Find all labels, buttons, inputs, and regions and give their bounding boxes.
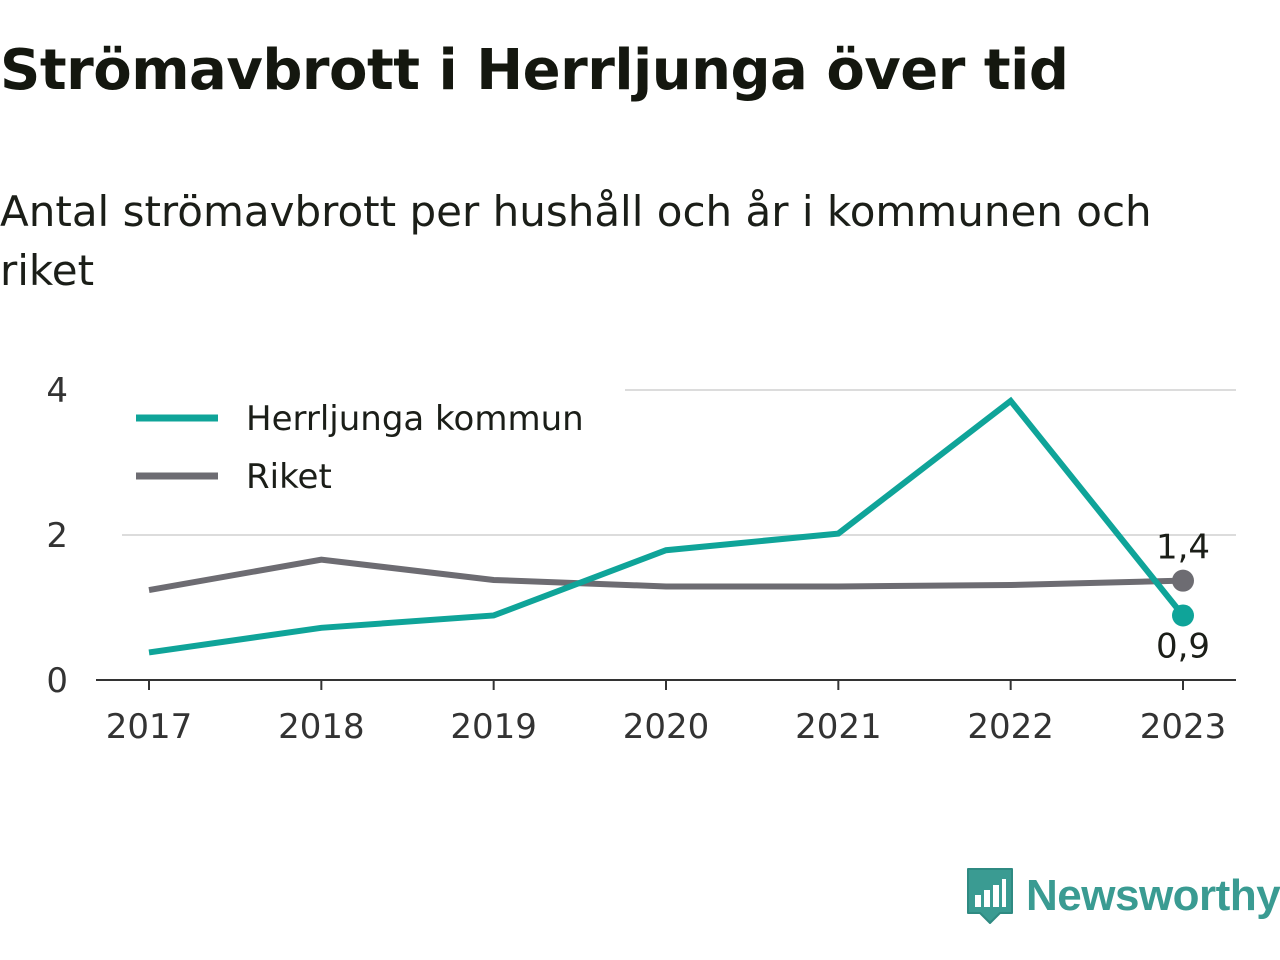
legend-label: Riket <box>246 457 332 497</box>
chart-title: Strömavbrott i Herrljunga över tid <box>0 38 1069 103</box>
y-tick-label: 4 <box>46 371 68 411</box>
legend-label: Herrljunga kommun <box>246 399 584 439</box>
x-tick-label: 2020 <box>623 707 710 747</box>
y-tick-label: 2 <box>46 516 68 556</box>
end-point-marker <box>1172 604 1194 627</box>
x-tick-label: 2019 <box>450 707 537 747</box>
series-lines <box>148 396 1186 656</box>
series-line <box>148 556 1184 594</box>
legend: Herrljunga kommun Riket <box>110 382 625 500</box>
y-tick-label: 0 <box>46 661 68 701</box>
logo-text: Newsworthy <box>1026 871 1280 920</box>
chart-subtitle: Antal strömavbrott per hushåll och år i … <box>0 187 1152 295</box>
data-labels: 0,9 1,4 <box>1156 528 1210 667</box>
series-line <box>148 396 1186 656</box>
x-tick-label: 2017 <box>106 707 193 747</box>
x-tick-label: 2022 <box>967 707 1054 747</box>
x-tick-label: 2018 <box>278 707 365 747</box>
bar-chart-speech-bubble-icon <box>967 868 1013 924</box>
end-point-marker <box>1172 569 1194 592</box>
x-tick-label: 2023 <box>1140 707 1227 747</box>
x-tick-label: 2021 <box>795 707 882 747</box>
legend-background <box>110 382 625 500</box>
axes: 0 2 4 2017 2018 2019 2020 2021 2022 2023 <box>46 371 1236 747</box>
end-value-label: 1,4 <box>1156 528 1210 568</box>
end-value-label: 0,9 <box>1156 626 1210 666</box>
newsworthy-logo: Newsworthy <box>964 864 1280 928</box>
